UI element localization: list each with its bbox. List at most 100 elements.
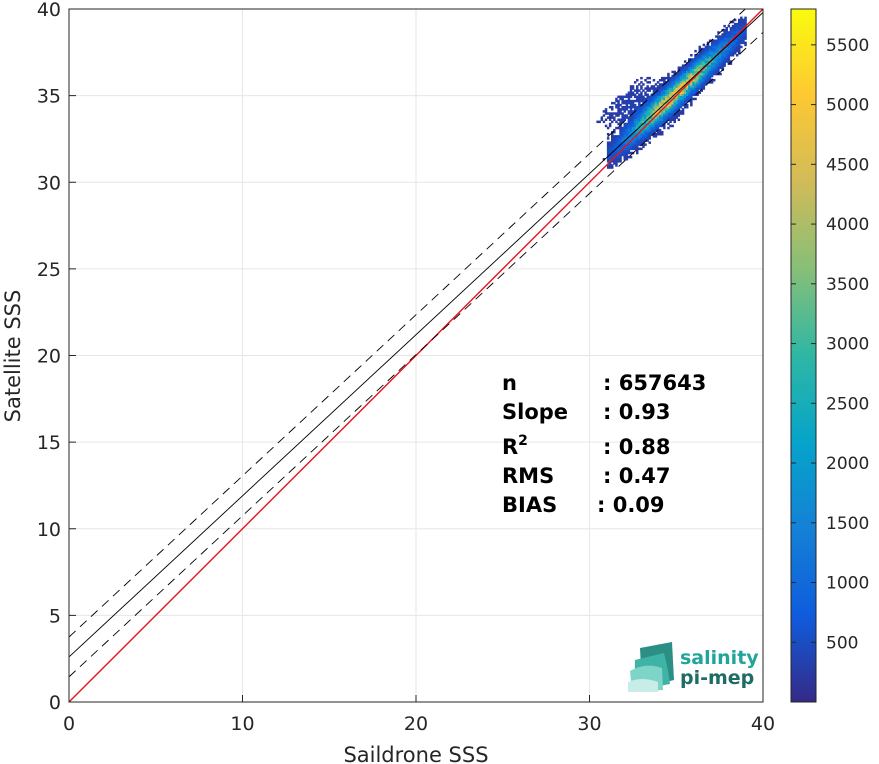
density-cell xyxy=(648,106,651,109)
density-cell xyxy=(633,145,637,148)
density-cell xyxy=(631,128,635,132)
density-cell xyxy=(617,99,620,103)
density-cell xyxy=(642,89,645,92)
density-cell xyxy=(621,108,624,111)
density-cell xyxy=(646,112,649,115)
density-cell xyxy=(671,93,674,96)
density-cell xyxy=(654,89,658,92)
density-cell xyxy=(710,52,714,55)
density-cell xyxy=(665,85,668,88)
density-cell xyxy=(629,131,633,134)
colorbar-ticks: 500 1000 1500 2000 2500 3000 3500 4000 4500 5000 5… xyxy=(791,36,869,653)
density-cell xyxy=(638,103,641,107)
density-cell xyxy=(673,70,676,74)
density-cell xyxy=(652,99,656,103)
density-cell xyxy=(710,60,714,63)
density-cell xyxy=(652,103,656,107)
density-cell xyxy=(619,158,622,161)
colorbar-tick-label: 4500 xyxy=(826,155,869,175)
density-cell xyxy=(694,68,697,72)
density-cell xyxy=(652,95,656,99)
density-cell xyxy=(665,89,668,92)
density-cell xyxy=(642,131,645,134)
density-cell xyxy=(731,54,735,57)
density-cell xyxy=(696,74,699,78)
density-cell xyxy=(677,97,681,101)
density-cell xyxy=(623,122,626,126)
density-cell xyxy=(721,58,724,61)
density-cell xyxy=(717,54,720,57)
density-cell xyxy=(683,97,687,101)
density-cell xyxy=(661,87,664,90)
density-cell xyxy=(621,126,624,130)
density-cell xyxy=(613,137,616,140)
density-cell xyxy=(606,145,610,148)
density-cell xyxy=(713,60,716,63)
density-cell xyxy=(708,81,712,84)
line-regression-upper xyxy=(68,8,746,638)
density-cell xyxy=(629,101,633,105)
density-cell xyxy=(696,83,699,86)
density-cell xyxy=(629,87,633,90)
density-cell xyxy=(633,112,637,115)
density-cell xyxy=(688,70,691,74)
density-cell xyxy=(633,124,637,128)
density-cell xyxy=(690,101,693,105)
density-cell xyxy=(669,83,672,86)
density-cell xyxy=(679,76,683,80)
density-cell xyxy=(735,22,739,26)
density-cell xyxy=(731,49,735,53)
density-cell xyxy=(723,43,726,47)
density-cell xyxy=(715,62,718,65)
density-cell xyxy=(675,87,679,90)
density-cell xyxy=(658,120,662,124)
density-cell xyxy=(648,126,651,130)
density-cell xyxy=(677,87,681,90)
density-cell xyxy=(665,95,668,99)
density-cell xyxy=(613,101,616,105)
density-cell xyxy=(679,95,683,99)
density-cell xyxy=(658,79,662,82)
density-cell xyxy=(623,124,626,128)
density-cell xyxy=(717,66,720,69)
density-cell xyxy=(652,97,656,101)
density-cell xyxy=(621,106,624,109)
density-cell xyxy=(710,72,714,76)
density-cell xyxy=(719,45,722,49)
density-cell xyxy=(742,39,745,42)
density-cell xyxy=(686,74,689,78)
density-cell xyxy=(636,120,639,124)
density-cell xyxy=(700,56,703,59)
colorbar-tick-label: 5500 xyxy=(826,36,869,56)
density-cell xyxy=(673,114,676,117)
colorbar-tick-label: 2000 xyxy=(826,454,869,474)
density-cell xyxy=(681,64,685,67)
density-cell xyxy=(673,112,676,115)
density-cell xyxy=(694,79,697,82)
density-cell xyxy=(702,60,706,63)
density-cell xyxy=(710,64,714,67)
density-cell xyxy=(713,62,716,65)
density-cell xyxy=(658,131,662,134)
density-cell xyxy=(706,41,710,45)
density-cell xyxy=(681,103,685,107)
density-cell xyxy=(688,97,691,101)
density-cell xyxy=(738,52,741,55)
density-cell xyxy=(673,79,676,82)
density-cell xyxy=(677,79,681,82)
density-cell xyxy=(646,85,649,88)
density-cell xyxy=(708,52,712,55)
density-cell xyxy=(690,99,693,103)
density-cell xyxy=(629,103,633,107)
density-cell xyxy=(619,108,622,111)
density-cell xyxy=(708,74,712,78)
density-cell xyxy=(654,106,658,109)
density-cell xyxy=(650,116,654,119)
density-cell xyxy=(694,83,697,86)
density-cell xyxy=(656,99,660,103)
density-cell xyxy=(631,114,635,117)
density-cell xyxy=(638,108,641,111)
colorbar-tick-label: 500 xyxy=(826,633,858,653)
density-cell xyxy=(721,45,724,49)
density-cell xyxy=(735,45,739,49)
